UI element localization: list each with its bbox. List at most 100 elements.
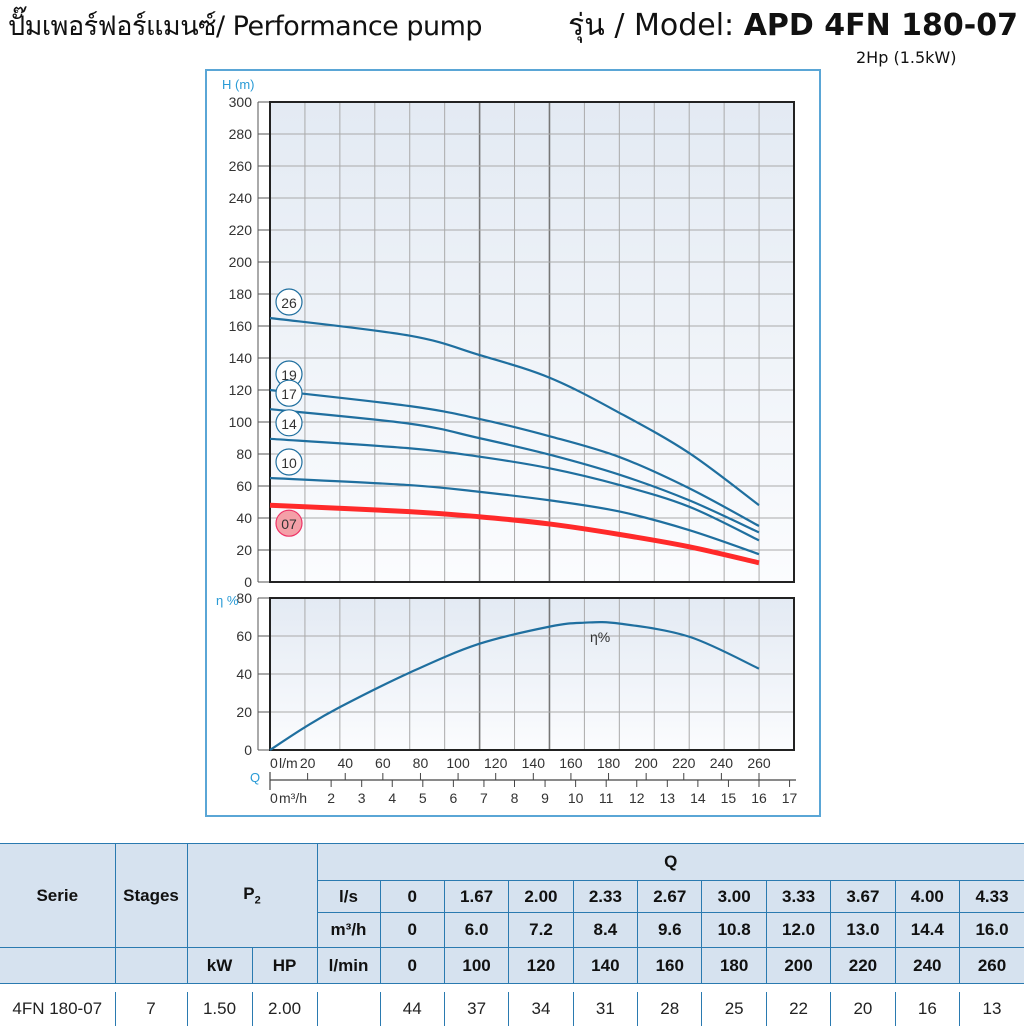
x-tick-label-lmin: 200 [634,755,658,771]
cell-unit [316,992,380,1026]
head-cell: 16 [894,992,960,1026]
unit-lmin: l/min [316,947,381,984]
y-tick-label: 20 [236,542,252,558]
efficiency-plot: 0 20 40 60 80 η% [236,590,795,758]
q-ls-cell: 4.00 [894,880,961,913]
header-stages: Stages [114,843,188,948]
stage-label-badge [275,379,303,407]
y-tick-label: 260 [229,158,253,174]
q-ls-cell: 0 [379,880,445,913]
x-tick-label-m3h: 7 [480,790,488,806]
q-ls-cell: 3.00 [701,880,767,913]
x-tick-label-m3h: 12 [629,790,645,806]
model-title: รุ่น / Model: APD 4FN 180-07 [568,2,1018,49]
y-tick-label: 40 [236,666,252,682]
head-cell: 37 [443,992,509,1026]
x-tick-label-m3h: 10 [568,790,584,806]
curve-10 [269,476,760,556]
x-tick-label-lmin: 20 [300,755,316,771]
y-tick-label: 120 [229,382,253,398]
x-tick-label-m3h: 2 [327,790,335,806]
head-cell: 34 [508,992,574,1026]
y-tick-label: 80 [236,590,252,606]
page-title: ปั๊มเพอร์ฟอร์แมนซ์/ Performance pump [8,11,483,42]
stage-label: 17 [281,386,297,402]
q-lmin-cell: 220 [830,947,896,984]
h-axis-label: H (m) [222,77,255,92]
x-tick-label-lmin: 40 [337,755,353,771]
x-tick-label-lmin: 160 [559,755,583,771]
x-tick-label-m3h: 13 [660,790,676,806]
x-axes: 0 20 40 60 80 100 120 140 160 180 200 220 240 260l/m0… [269,755,798,806]
x-tick-label-lmin: 220 [672,755,696,771]
x-tick-label-lmin: 60 [375,755,391,771]
plot-border [269,597,795,751]
q-m3h-cell: 6.0 [443,912,510,948]
header-q: Q [316,843,1024,881]
unit-m3h: m³/h [316,912,381,948]
q-lmin-cell: 200 [765,947,832,984]
x-tick-label-m3h: 15 [721,790,737,806]
q-m3h-cell: 16.0 [959,912,1024,948]
y-tick-label: 0 [244,574,252,590]
x-tick-label-m3h: 16 [751,790,767,806]
x-tick-label-m3h: 4 [388,790,396,806]
model-name: APD 4FN 180-07 [743,8,1018,43]
q-ls-cell: 2.33 [572,880,639,913]
q-m3h-cell: 7.2 [508,912,574,948]
x-tick-label-m3h: 3 [358,790,366,806]
q-m3h-cell: 12.0 [765,912,832,948]
cell-serie: 4FN 180-07 [12,999,103,1018]
y-tick-label: 0 [244,742,252,758]
x-tick-label-m3h: 6 [449,790,457,806]
cell-hp: 2.00 [251,992,317,1026]
q-lmin-cell: 260 [959,947,1024,984]
unit-ls: l/s [316,880,381,913]
stage-label: 26 [281,295,297,311]
header-hp: HP [251,947,318,984]
table-row: 4FN 180-07 7 1.50 2.00 44 37 34 31 28 25 22 20 1… [0,992,1024,1026]
q-ls-cell: 3.67 [830,880,896,913]
header-kw: kW [186,947,253,984]
y-tick-label: 280 [229,126,253,142]
q-lmin-cell: 100 [443,947,510,984]
stage-label: 14 [281,416,297,432]
x-tick-label-lmin: 180 [597,755,621,771]
curve-14 [269,437,760,542]
x-tick-label-lmin: 100 [446,755,470,771]
y-tick-label: 40 [236,510,252,526]
cell-kw: 1.50 [186,992,252,1026]
plot-border [269,101,795,583]
y-tick-label: 200 [229,254,253,270]
q-m3h-cell: 10.8 [701,912,767,948]
plot-area [270,102,794,582]
x-tick-label-m3h: 11 [599,790,614,806]
head-cell: 44 [379,992,445,1026]
q-m3h-cell: 0 [379,912,445,948]
performance-table: Serie Stages P2 Q l/s 0 1.67 2.00 2.33 2.67 3.… [0,843,1024,1026]
performance-chart: 0204060801001201401601802002202402602803… [205,69,821,817]
q-lmin-cell: 120 [508,947,574,984]
q-lmin-cell: 0 [379,947,445,984]
q-ls-cell: 1.67 [443,880,510,913]
x-unit-m3h: m³/h [279,790,307,806]
y-tick-label: 60 [236,628,252,644]
y-tick-label: 180 [229,286,253,302]
eta-axis-label: η % [216,593,239,608]
stage-label-badge [275,409,303,437]
header-p2: P2 [186,843,318,948]
x-tick-label-lmin: 120 [484,755,508,771]
curve-17 [269,408,760,534]
x-tick-label-m3h: 8 [511,790,519,806]
x-tick-label-lmin: 0 [270,755,278,771]
power-rating: 2Hp (1.5kW) [856,48,957,67]
x-tick-label-lmin: 80 [413,755,429,771]
cell-stages: 7 [114,992,187,1026]
y-tick-label: 240 [229,190,253,206]
header-serie: Serie [0,843,116,948]
y-tick-label: 140 [229,350,253,366]
q-ls-cell: 4.33 [959,880,1024,913]
head-plot: 0 20 40 60 80 100 120 140 160 180 200 220 240 260 280 3… [229,94,795,590]
head-cell: 20 [830,992,896,1026]
head-cell: 31 [572,992,638,1026]
